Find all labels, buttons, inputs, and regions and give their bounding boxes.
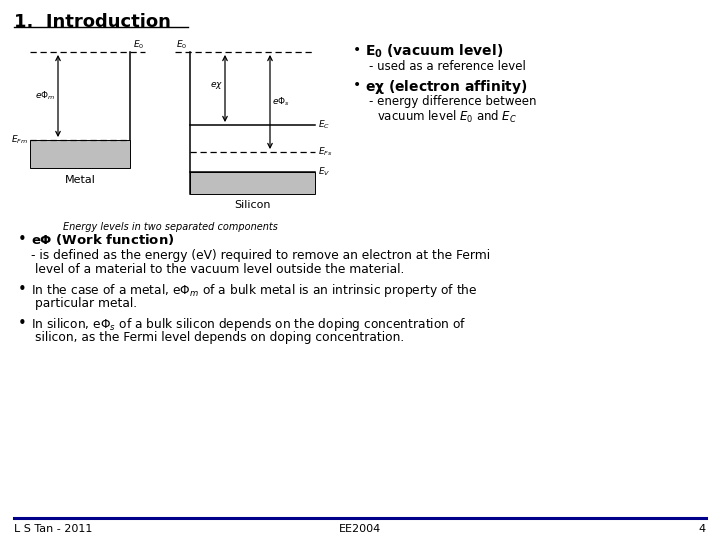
Text: Silicon: Silicon [234,200,271,210]
Text: - energy difference between: - energy difference between [369,95,536,108]
Text: $E_0$: $E_0$ [133,38,144,51]
Text: level of a material to the vacuum level outside the material.: level of a material to the vacuum level … [35,263,405,276]
Text: $\mathbf{E_0}$ (vacuum level): $\mathbf{E_0}$ (vacuum level) [365,43,503,60]
Text: $E_{Fs}$: $E_{Fs}$ [318,146,333,158]
Text: •: • [18,232,27,247]
Bar [30,140,130,168]
Text: 1.  Introduction: 1. Introduction [14,13,171,31]
Text: $e\Phi_m$: $e\Phi_m$ [35,90,55,102]
Text: $E_{Fm}$: $E_{Fm}$ [11,134,28,146]
Text: $e\Phi_s$: $e\Phi_s$ [272,96,290,108]
Text: vacuum level $E_0$ and $E_C$: vacuum level $E_0$ and $E_C$ [377,109,517,125]
Text: 4: 4 [699,524,706,534]
Text: Metal: Metal [65,175,96,185]
Text: L S Tan - 2011: L S Tan - 2011 [14,524,92,534]
Text: •: • [353,43,361,57]
Text: In silicon, e$\Phi_s$ of a bulk silicon depends on the doping concentration of: In silicon, e$\Phi_s$ of a bulk silicon … [31,316,467,333]
Text: silicon, as the Fermi level depends on doping concentration.: silicon, as the Fermi level depends on d… [35,331,404,344]
Text: - used as a reference level: - used as a reference level [369,60,526,73]
Text: - is defined as the energy (eV) required to remove an electron at the Fermi: - is defined as the energy (eV) required… [31,249,490,262]
Text: EE2004: EE2004 [339,524,381,534]
Text: $E_V$: $E_V$ [318,166,330,178]
Text: $\mathbf{e\Phi}$ (Work function): $\mathbf{e\Phi}$ (Work function) [31,232,174,247]
Text: •: • [18,282,27,297]
Text: In the case of a metal, e$\Phi_m$ of a bulk metal is an intrinsic property of th: In the case of a metal, e$\Phi_m$ of a b… [31,282,477,299]
Text: $e\chi$: $e\chi$ [210,80,223,91]
Text: $E_0$: $E_0$ [176,38,187,51]
Bar [190,172,315,194]
Text: $E_C$: $E_C$ [318,119,330,131]
Text: Energy levels in two separated components: Energy levels in two separated component… [63,222,277,232]
Text: •: • [18,316,27,331]
Text: •: • [353,78,361,92]
Text: particular metal.: particular metal. [35,297,137,310]
Text: $\mathbf{e\chi}$ (electron affinity): $\mathbf{e\chi}$ (electron affinity) [365,78,528,96]
